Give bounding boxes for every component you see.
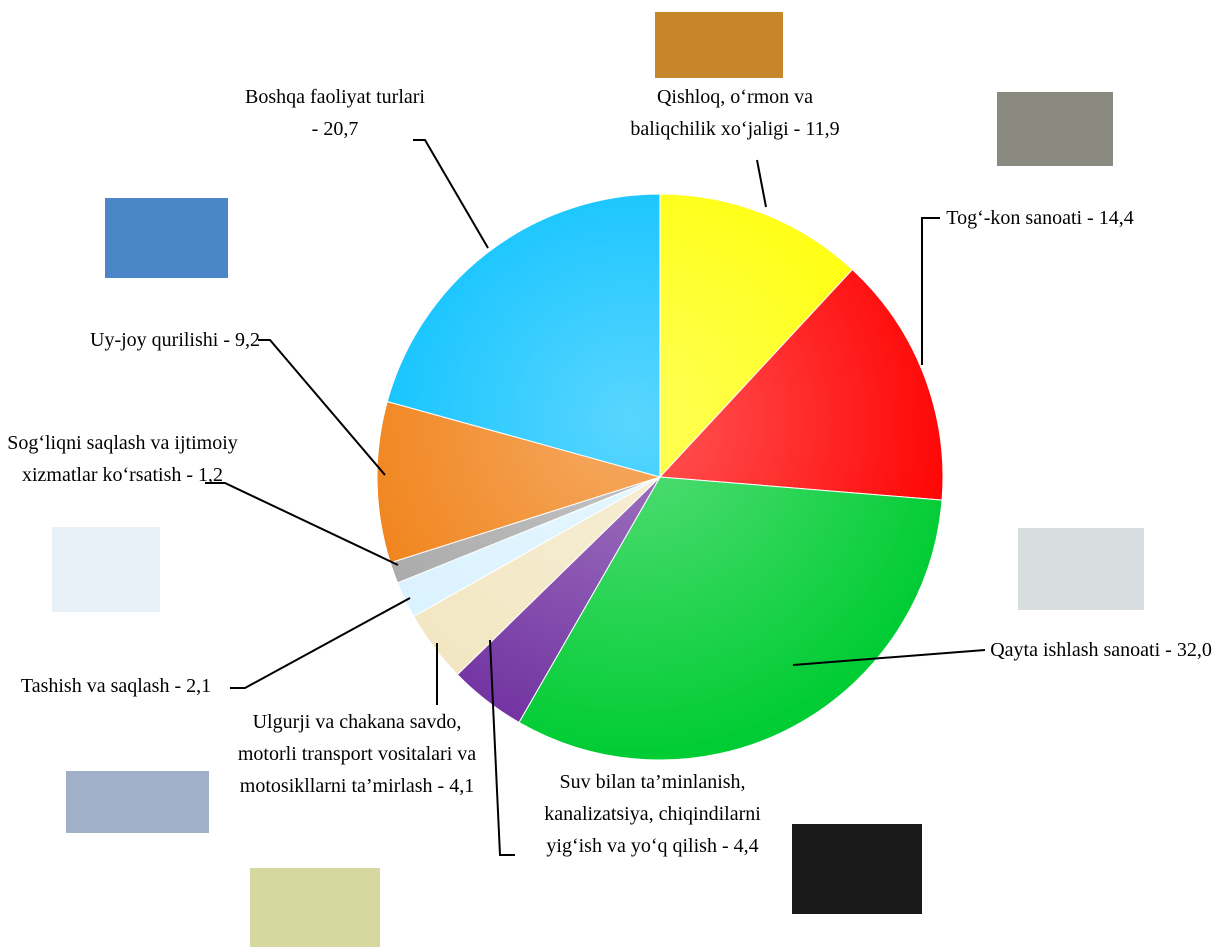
icon-retail [250, 868, 380, 947]
slice-label: Tashish va saqlash - 2,1 [2, 670, 230, 702]
category: Boshqa faoliyat turlari - [245, 86, 425, 140]
icon-utilities [792, 824, 922, 914]
leader-line [489, 639, 515, 856]
leader-line [756, 159, 767, 208]
value-label: 14,4 [1098, 207, 1134, 229]
slice-label: Qayta ishlash sanoati - 32,0 [985, 634, 1217, 666]
category: Qishloq, o‘rmon va baliqchilik xo‘jaligi… [630, 86, 814, 140]
slice-label: Qishloq, o‘rmon va baliqchilik xo‘jaligi… [615, 81, 855, 145]
value-label: 4,1 [449, 775, 475, 797]
icon-agriculture [655, 12, 783, 78]
slice-label: Ulgurji va chakana savdo, motorli transp… [232, 706, 482, 802]
icon-health [52, 527, 160, 612]
value-label: 4,4 [733, 835, 759, 857]
slice-label: Boshqa faoliyat turlari - 20,7 [245, 81, 425, 145]
value-label: 2,1 [186, 675, 212, 697]
category: Qayta ishlash sanoati - [990, 639, 1172, 661]
icon-transport [66, 771, 209, 833]
leader-line [792, 649, 986, 666]
category: Sog‘liqni saqlash va ijtimoiy xizmatlar … [7, 432, 238, 486]
slice-label: Tog‘-kon sanoati - 14,4 [935, 202, 1145, 234]
category: Ulgurji va chakana savdo, motorli transp… [237, 711, 477, 797]
leader-line [413, 139, 489, 249]
leader-line [205, 482, 399, 566]
category: Tog‘-kon sanoati - [946, 207, 1094, 229]
category: Uy-joy qurilishi - [90, 329, 230, 351]
pie [376, 193, 944, 761]
value-label: 9,2 [235, 329, 260, 351]
value-label: 32,0 [1176, 639, 1212, 661]
leader-line [921, 217, 940, 365]
leader-lines [205, 139, 986, 856]
category: Tashish va saqlash - [20, 675, 182, 697]
category: Suv bilan ta’minlanish, kanalizatsiya, c… [544, 771, 761, 857]
leader-line [230, 597, 411, 689]
icons [52, 12, 1144, 947]
value-label: 1,2 [198, 464, 224, 486]
value-label: 20,7 [323, 118, 359, 140]
value-label: 11,9 [805, 118, 840, 140]
slice-label: Uy-joy qurilishi - 9,2 [10, 324, 260, 356]
slice-label: Sog‘liqni saqlash va ijtimoiy xizmatlar … [5, 427, 240, 491]
icon-housing [105, 198, 228, 278]
icon-factory [1018, 528, 1144, 610]
icon-mining [997, 92, 1113, 166]
leader-line [258, 339, 386, 476]
slice-label: Suv bilan ta’minlanish, kanalizatsiya, c… [535, 766, 770, 862]
